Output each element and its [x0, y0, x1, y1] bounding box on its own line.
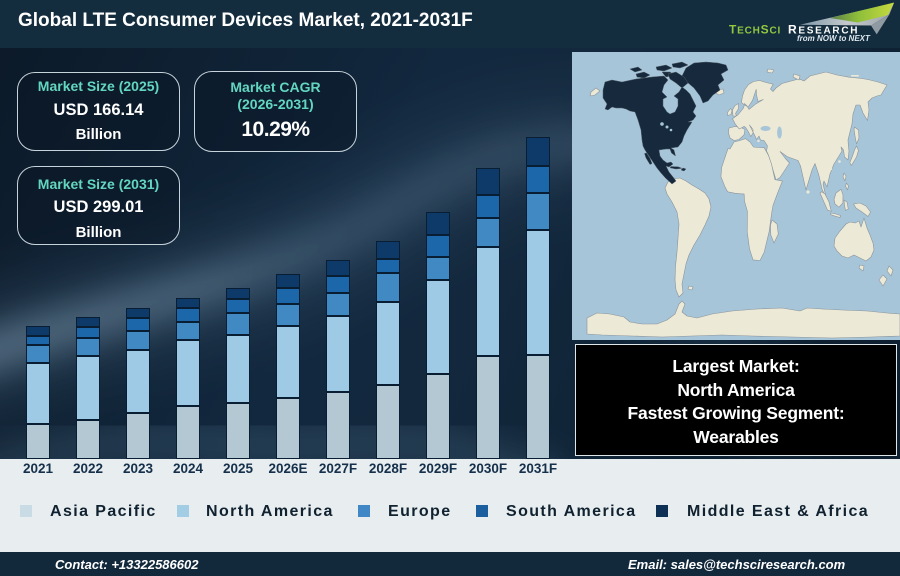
svg-text:RESEARCH: RESEARCH: [788, 23, 859, 37]
svg-text:TECHSCI: TECHSCI: [729, 23, 781, 37]
svg-text:from NOW to NEXT: from NOW to NEXT: [797, 34, 871, 43]
